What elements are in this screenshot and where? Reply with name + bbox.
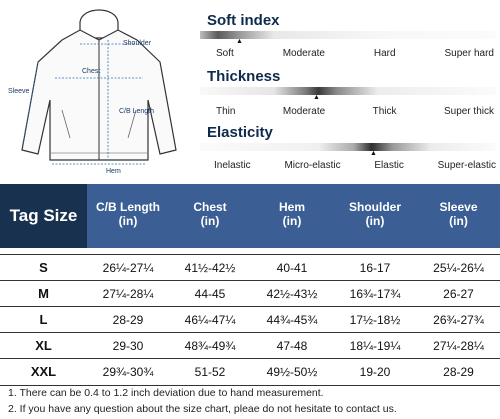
sleeve-header: Sleeve (in)	[417, 200, 500, 228]
table-row: M 27¼-28¼ 44-45 42½-43½ 16¾-17¾ 26-27	[0, 280, 500, 307]
size-cell: XXL	[30, 364, 57, 379]
table-cell: 27¼-28¼	[433, 339, 484, 353]
table-cell: 42½-43½	[266, 287, 318, 301]
table-cell: 41½-42½	[184, 261, 236, 275]
hard-label: Hard	[373, 48, 396, 59]
cb-length-header: C/B Length (in)	[87, 200, 169, 228]
table-row: XXL 29¾-30¾ 51-52 49½-50½ 19-20 28-29	[0, 358, 500, 386]
table-cell: 26-27	[443, 287, 474, 301]
super-thick-label: Super thick	[443, 106, 494, 117]
soft-index-labels: Soft Moderate Hard Super hard	[216, 48, 494, 59]
hem-header: Hem (in)	[251, 200, 333, 228]
thin-label: Thin	[216, 106, 236, 117]
elasticity-title: Elasticity	[207, 124, 273, 141]
table-cell: 28-29	[112, 313, 144, 327]
moderate-label: Moderate	[282, 48, 325, 59]
jacket-diagram: Shoulder Chest Sleeve C/B Length Hem	[0, 0, 200, 185]
elasticity-marker-icon: ▲	[370, 150, 377, 157]
chest-label: Chest	[82, 68, 101, 75]
table-cell: 44-45	[194, 287, 226, 301]
elasticity-bar	[200, 143, 496, 151]
table-cell: 27¼-28¼	[102, 287, 154, 301]
thickness-bar	[200, 87, 496, 95]
super-elastic-label: Super-elastic	[437, 160, 496, 171]
size-cell: M	[38, 286, 49, 301]
table-cell: 16¾-17¾	[349, 287, 401, 301]
table-cell: 51-52	[194, 365, 226, 379]
size-cell: L	[39, 312, 48, 327]
elasticity-labels: Inelastic Micro-elastic Elastic Super-el…	[214, 160, 496, 171]
soft-index-marker-icon: ▲	[236, 38, 243, 45]
header-text: C/B Length	[96, 200, 160, 214]
header-text: Hem	[278, 200, 305, 214]
inelastic-label: Inelastic	[214, 160, 251, 171]
note-2: 2. If you have any question about the si…	[8, 403, 397, 415]
header-text: (in)	[449, 214, 468, 228]
table-cell: 29-30	[112, 339, 144, 353]
header-text: Chest	[193, 200, 227, 214]
tag-size-header: Tag Size	[0, 184, 87, 248]
table-row: XL 29-30 48¾-49¾ 47-48 18¼-19¼ 27¼-28¼	[0, 332, 500, 359]
table-row: S 26¼-27¼ 41½-42½ 40-41 16-17 25¼-26¼	[0, 254, 500, 281]
table-cell: 44¾-45¾	[266, 313, 318, 327]
soft-index-bar	[200, 31, 496, 39]
super-hard-label: Super hard	[444, 48, 494, 59]
soft-index-title: Soft index	[207, 12, 280, 29]
header-text: Sleeve	[439, 200, 478, 214]
thick-label: Thick	[372, 106, 397, 117]
note-1: 1. There can be 0.4 to 1.2 inch deviatio…	[8, 387, 324, 399]
hem-label: Hem	[106, 168, 121, 175]
table-cell: 29¾-30¾	[102, 365, 154, 379]
header-text: Shoulder	[348, 200, 401, 214]
table-cell: 25¼-26¼	[433, 261, 484, 275]
thickness-labels: Thin Moderate Thick Super thick	[216, 106, 494, 117]
soft-label: Soft	[216, 48, 234, 59]
table-cell: 26¾-27¾	[433, 313, 484, 327]
table-cell: 46¼-47¼	[184, 313, 236, 327]
thickness-title: Thickness	[207, 68, 281, 85]
table-cell: 26¼-27¼	[102, 261, 154, 275]
table-cell: 19-20	[359, 365, 391, 379]
sleeve-label: Sleeve	[8, 88, 30, 95]
elastic-label: Elastic	[374, 160, 404, 171]
size-cell: XL	[35, 338, 52, 353]
shoulder-label: Shoulder	[123, 40, 152, 47]
table-cell: 16-17	[359, 261, 391, 275]
micro-elastic-label: Micro-elastic	[284, 160, 341, 171]
thickness-marker-icon: ▲	[313, 94, 320, 101]
table-cell: 17½-18½	[349, 313, 401, 327]
jacket-illustration	[21, 9, 177, 165]
cb-length-label: C/B Length	[119, 108, 155, 115]
table-row: L 28-29 46¼-47¼ 44¾-45¾ 17½-18½ 26¾-27¾	[0, 306, 500, 333]
table-cell: 47-48	[276, 339, 308, 353]
table-cell: 40-41	[276, 261, 308, 275]
header-text: (in)	[118, 214, 138, 228]
header-text: (in)	[282, 214, 302, 228]
header-text: (in)	[365, 214, 385, 228]
chest-header: Chest (in)	[169, 200, 251, 228]
table-cell: 18¼-19¼	[349, 339, 401, 353]
moderate-label: Moderate	[282, 106, 326, 117]
table-cell: 49½-50½	[266, 365, 318, 379]
shoulder-header: Shoulder (in)	[333, 200, 417, 228]
size-cell: S	[39, 260, 48, 275]
table-cell: 28-29	[443, 365, 474, 379]
header-text: (in)	[200, 214, 220, 228]
table-cell: 48¾-49¾	[184, 339, 236, 353]
